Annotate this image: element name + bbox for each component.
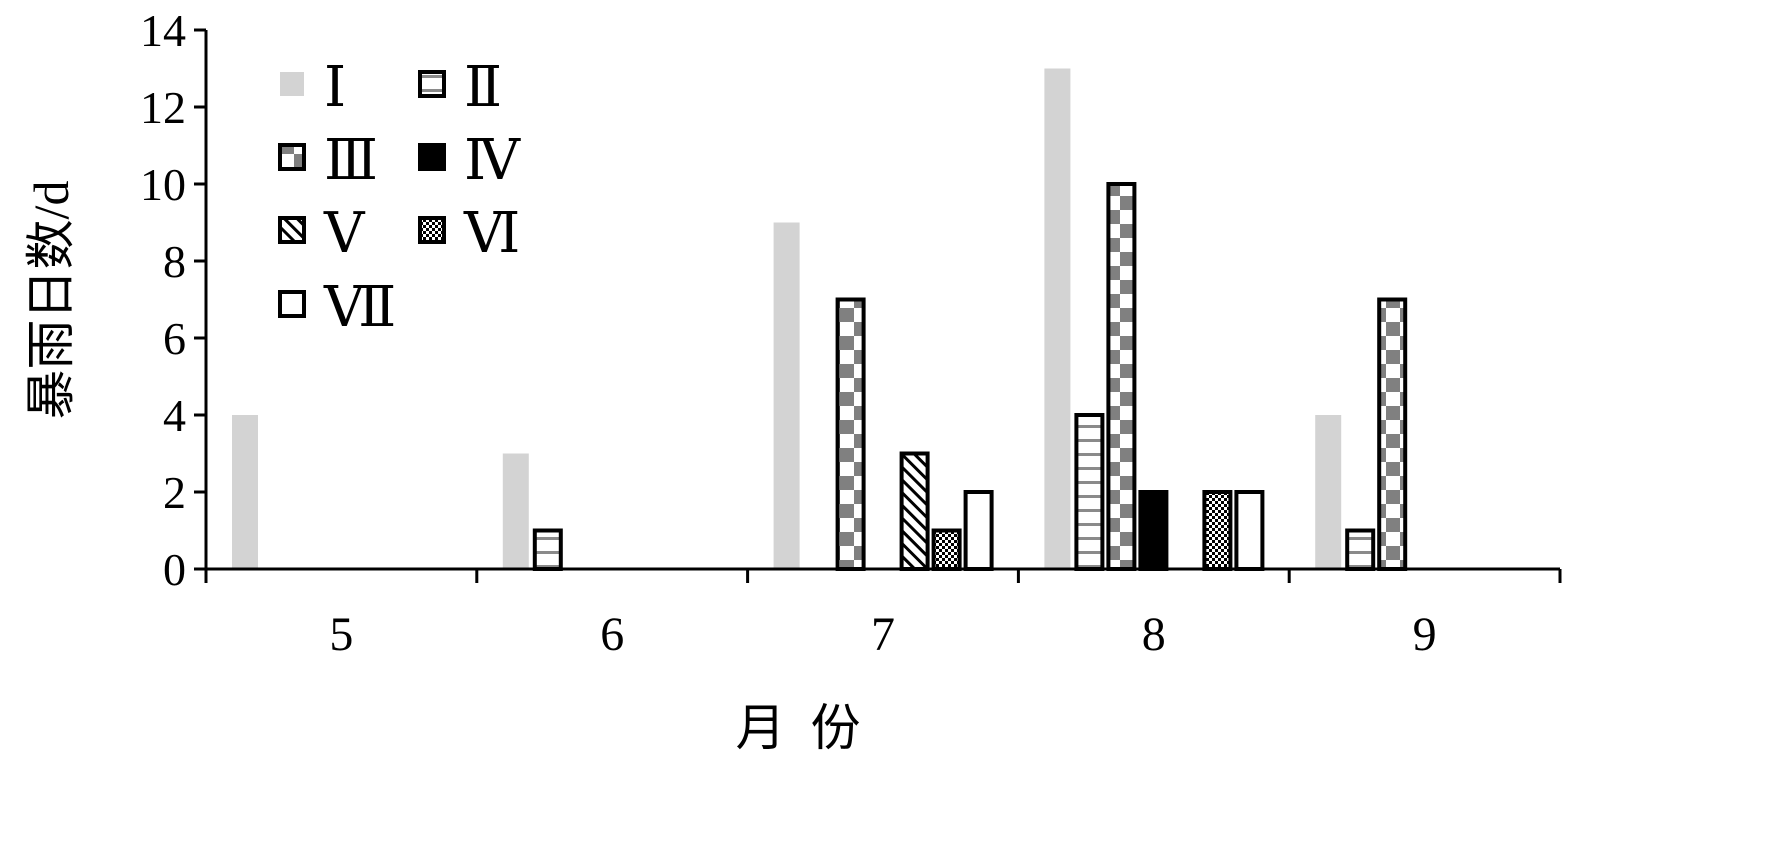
legend-label-5: Ⅴ [323, 203, 366, 265]
y-tick-label: 12 [140, 82, 186, 133]
y-tick-label: 4 [163, 390, 186, 441]
legend-label-4: Ⅳ [464, 130, 521, 192]
x-axis-label: 月 份 [736, 700, 861, 756]
bar-series-5-month-7 [899, 451, 930, 571]
y-tick-label: 6 [163, 313, 186, 364]
legend-swatch-6 [418, 216, 446, 244]
legend-swatch-7 [278, 290, 306, 318]
legend-swatch-4 [418, 143, 446, 171]
bar-series-7-month-8 [1234, 490, 1265, 571]
legend-label-6: Ⅵ [463, 203, 520, 265]
bar-series-6-month-7 [931, 528, 962, 571]
y-tick-label: 8 [163, 236, 186, 287]
legend-label-2: Ⅱ [464, 57, 502, 119]
x-tick-label: 9 [1413, 608, 1437, 661]
bar-series-1-month-5 [232, 415, 258, 569]
legend-swatch-5 [278, 216, 306, 244]
bar-series-2-month-8 [1074, 413, 1105, 571]
y-axis-label: 暴雨日数/d [23, 181, 79, 420]
legend: Ⅰ Ⅱ Ⅲ Ⅳ Ⅴ Ⅵ Ⅶ [278, 57, 521, 339]
legend-label-7: Ⅶ [323, 277, 396, 339]
y-tick-label: 10 [140, 159, 186, 210]
bar-series-4-month-8 [1138, 490, 1169, 571]
legend-swatch-2 [418, 70, 446, 98]
legend-swatch-3 [278, 143, 306, 171]
x-tick-label: 6 [600, 608, 624, 661]
y-tick-label: 14 [140, 5, 186, 56]
legend-swatch-1 [280, 72, 304, 96]
legend-label-3: Ⅲ [324, 130, 378, 192]
bar-series-1-month-7 [773, 222, 800, 569]
x-tick-label: 7 [871, 608, 895, 661]
x-tick-label: 8 [1142, 608, 1166, 661]
axes: 0 2 4 6 8 10 12 14 5 6 7 8 9 [140, 5, 1562, 661]
y-tick-label: 2 [163, 467, 186, 518]
bar-series-2-month-6 [532, 528, 563, 571]
bar-series-1-month-8 [1044, 68, 1071, 569]
bar-series-3-month-7 [835, 297, 866, 571]
bar-series-3-month-8 [1106, 182, 1137, 571]
bar-series-1-month-6 [502, 453, 529, 569]
bar-series-3-month-9 [1377, 297, 1408, 571]
bar-series-6-month-8 [1202, 490, 1233, 571]
x-tick-label: 5 [329, 608, 353, 661]
bar-series-2-month-9 [1345, 528, 1376, 571]
plot-area [232, 68, 1408, 571]
legend-label-1: Ⅰ [324, 57, 346, 119]
y-tick-label: 0 [163, 544, 186, 595]
bar-series-7-month-7 [963, 490, 994, 571]
bar-series-1-month-9 [1315, 415, 1342, 569]
